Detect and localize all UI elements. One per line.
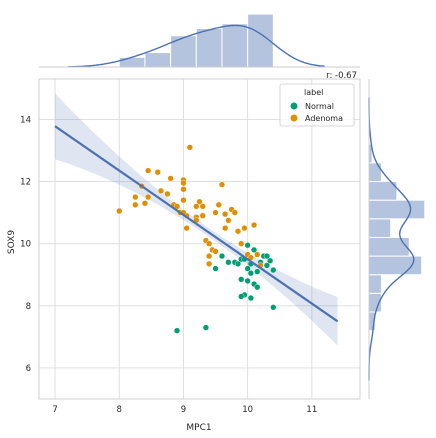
correlation-annotation: r: -0.67 xyxy=(326,71,357,81)
regression-line-group xyxy=(54,125,339,323)
point-normal xyxy=(250,246,258,253)
point-adenoma xyxy=(222,225,229,232)
y-tick-labels: 6 8 10 12 14 xyxy=(20,115,31,374)
right-histogram-bar xyxy=(368,236,410,257)
point-adenoma xyxy=(225,217,232,224)
point-adenoma xyxy=(180,179,187,187)
point-normal xyxy=(238,276,245,283)
point-adenoma xyxy=(231,209,238,216)
point-normal xyxy=(202,324,210,331)
point-adenoma xyxy=(164,190,171,198)
point-adenoma xyxy=(141,200,149,207)
point-normal xyxy=(244,277,251,285)
point-adenoma xyxy=(154,169,161,176)
x-axis-label: MPC1 xyxy=(186,423,211,433)
point-normal xyxy=(267,257,274,264)
y-tick-label: 6 xyxy=(26,364,31,374)
point-adenoma xyxy=(132,201,139,208)
point-adenoma xyxy=(116,207,123,215)
legend-label-adenoma: Adenoma xyxy=(305,114,343,123)
top-histogram-bar xyxy=(118,56,146,68)
point-adenoma xyxy=(234,228,242,235)
point-normal xyxy=(244,242,251,249)
point-adenoma xyxy=(183,225,190,232)
right-histogram-bar xyxy=(368,162,382,183)
point-normal xyxy=(263,262,271,269)
point-normal xyxy=(244,265,251,272)
point-adenoma xyxy=(145,167,152,174)
point-adenoma xyxy=(254,251,261,258)
point-adenoma xyxy=(180,197,187,204)
x-tick-label: 10 xyxy=(242,405,253,415)
legend-box xyxy=(279,83,355,127)
point-normal xyxy=(225,259,232,266)
x-tick-labels: 7 8 9 10 11 xyxy=(52,405,317,415)
legend: label Normal Adenoma xyxy=(279,83,355,127)
point-normal xyxy=(254,268,261,275)
y-tick-label: 8 xyxy=(26,302,31,312)
main-axes-frame xyxy=(38,78,361,400)
top-histogram-bar xyxy=(170,35,197,68)
x-tick-label: 8 xyxy=(117,405,122,415)
point-adenoma xyxy=(193,203,200,210)
y-tick-label: 12 xyxy=(20,178,31,188)
point-adenoma xyxy=(212,209,219,216)
point-adenoma xyxy=(241,225,248,232)
top-marginal-histogram xyxy=(39,13,360,68)
right-marginal-histogram xyxy=(368,79,426,399)
scatter-points xyxy=(116,144,277,334)
point-adenoma xyxy=(157,187,165,194)
right-histogram-bar xyxy=(368,218,392,238)
legend-label-normal: Normal xyxy=(305,102,334,111)
x-tick-label: 9 xyxy=(181,405,186,415)
point-adenoma xyxy=(218,181,226,188)
right-histogram-bar xyxy=(368,199,426,220)
point-adenoma xyxy=(196,198,203,205)
point-adenoma xyxy=(215,201,222,208)
point-adenoma xyxy=(180,186,187,193)
point-normal xyxy=(247,294,254,302)
x-tick-label: 7 xyxy=(52,405,57,415)
point-normal xyxy=(247,270,254,277)
point-adenoma xyxy=(206,252,213,260)
point-adenoma xyxy=(167,175,174,182)
right-histogram-bar xyxy=(368,274,382,294)
point-adenoma xyxy=(145,193,152,201)
y-tick-label: 10 xyxy=(20,240,31,250)
right-kde-curve xyxy=(368,97,415,381)
point-adenoma xyxy=(250,221,258,229)
point-adenoma xyxy=(206,240,213,247)
point-adenoma xyxy=(212,248,219,255)
point-normal xyxy=(270,266,277,274)
axes-frame xyxy=(38,78,361,400)
point-normal xyxy=(173,327,181,334)
point-adenoma xyxy=(132,193,139,201)
point-adenoma xyxy=(199,212,206,219)
point-normal xyxy=(270,304,277,311)
point-adenoma xyxy=(222,211,229,218)
top-kde-curve xyxy=(67,24,325,68)
top-histogram-bar xyxy=(144,52,172,68)
point-normal xyxy=(238,293,245,300)
point-normal xyxy=(263,252,271,260)
legend-title: label xyxy=(304,88,323,97)
point-adenoma xyxy=(206,260,213,267)
point-adenoma xyxy=(199,203,206,210)
top-histogram-bar xyxy=(195,28,223,68)
x-tick-label: 11 xyxy=(306,405,317,415)
point-normal xyxy=(218,252,226,260)
point-adenoma xyxy=(238,240,245,247)
y-tick-label: 14 xyxy=(20,115,31,125)
point-normal xyxy=(234,260,242,267)
point-normal xyxy=(212,265,219,272)
regression-line xyxy=(54,125,339,323)
y-axis-label: SOX9 xyxy=(7,230,17,254)
legend-marker-normal xyxy=(290,102,298,110)
top-histogram-bar xyxy=(221,23,249,68)
legend-marker-adenoma xyxy=(290,114,298,122)
point-normal xyxy=(254,284,261,291)
point-adenoma xyxy=(186,144,193,151)
